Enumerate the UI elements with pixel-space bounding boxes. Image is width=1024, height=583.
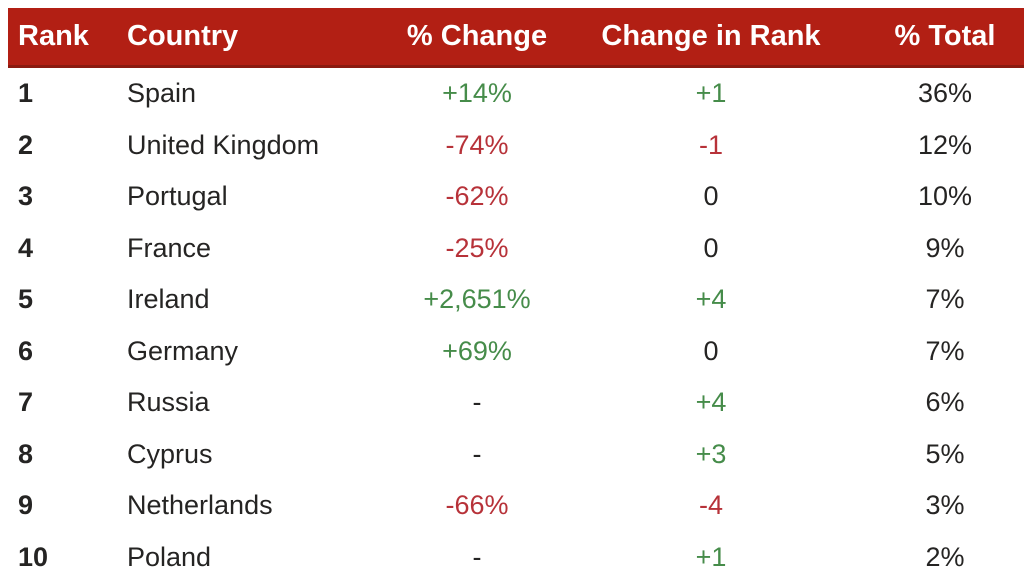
- column-header-rank: Rank: [18, 20, 89, 52]
- pct-total-cell: 6%: [925, 387, 965, 418]
- rank-change-cell: +4: [695, 284, 727, 315]
- column-header-change-in-rank: Change in Rank: [601, 20, 821, 52]
- country-cell: Ireland: [127, 284, 210, 315]
- table-row: 4 France -25% 0 9%: [8, 223, 1024, 275]
- country-cell: Russia: [127, 387, 210, 418]
- table-row: 6 Germany +69% 0 7%: [8, 326, 1024, 378]
- rank-cell: 4: [18, 232, 34, 263]
- country-ranking-table: Rank Country % Change Change in Rank % T…: [8, 8, 1024, 583]
- pct-change-cell: +69%: [442, 335, 512, 366]
- pct-change-cell: -74%: [445, 129, 509, 160]
- country-cell: United Kingdom: [127, 129, 320, 160]
- rank-cell: 7: [18, 387, 34, 418]
- pct-total-cell: 7%: [925, 335, 965, 366]
- table-row: 9 Netherlands -66% -4 3%: [8, 480, 1024, 532]
- rank-cell: 2: [18, 129, 34, 160]
- rank-change-cell: +1: [695, 541, 727, 572]
- pct-change-cell: -: [472, 438, 482, 469]
- pct-change-cell: -: [472, 541, 482, 572]
- pct-total-cell: 7%: [925, 284, 965, 315]
- table-row: 3 Portugal -62% 0 10%: [8, 171, 1024, 223]
- pct-total-cell: 3%: [925, 490, 965, 521]
- table-row: 2 United Kingdom -74% -1 12%: [8, 120, 1024, 172]
- table-row: 5 Ireland +2,651% +4 7%: [8, 274, 1024, 326]
- country-cell: Germany: [127, 335, 239, 366]
- rank-cell: 6: [18, 335, 34, 366]
- country-cell: Netherlands: [127, 490, 273, 521]
- pct-change-cell: -25%: [445, 232, 509, 263]
- pct-change-cell: +2,651%: [423, 284, 531, 315]
- rank-cell: 9: [18, 490, 34, 521]
- table-row: 7 Russia - +4 6%: [8, 377, 1024, 429]
- rank-change-cell: 0: [703, 335, 719, 366]
- pct-change-cell: -: [472, 387, 482, 418]
- rank-change-cell: -4: [698, 490, 723, 521]
- pct-total-cell: 5%: [925, 438, 965, 469]
- pct-total-cell: 36%: [917, 78, 973, 109]
- pct-change-cell: -66%: [445, 490, 509, 521]
- table-row: 8 Cyprus - +3 5%: [8, 429, 1024, 481]
- country-cell: Poland: [127, 541, 212, 572]
- rank-change-cell: +1: [695, 78, 727, 109]
- column-header-pct-change: % Change: [406, 20, 548, 52]
- rank-cell: 1: [18, 78, 34, 109]
- rank-cell: 3: [18, 181, 34, 212]
- rank-cell: 10: [18, 541, 49, 572]
- table-body: 1 Spain +14% +1 36% 2 United Kingdom -74…: [8, 68, 1024, 583]
- country-cell: Cyprus: [127, 438, 213, 469]
- rank-cell: 8: [18, 438, 34, 469]
- rank-change-cell: +4: [695, 387, 727, 418]
- pct-total-cell: 10%: [917, 181, 973, 212]
- country-cell: France: [127, 232, 212, 263]
- table-row: 10 Poland - +1 2%: [8, 532, 1024, 583]
- rank-cell: 5: [18, 284, 34, 315]
- rank-change-cell: 0: [703, 181, 719, 212]
- country-cell: Spain: [127, 78, 197, 109]
- rank-change-cell: 0: [703, 232, 719, 263]
- pct-total-cell: 2%: [925, 541, 965, 572]
- country-cell: Portugal: [127, 181, 228, 212]
- pct-change-cell: -62%: [445, 181, 509, 212]
- pct-change-cell: +14%: [442, 78, 512, 109]
- table-row: 1 Spain +14% +1 36%: [8, 68, 1024, 120]
- rank-change-cell: -1: [698, 129, 723, 160]
- column-header-country: Country: [127, 20, 239, 52]
- column-header-pct-total: % Total: [894, 20, 996, 52]
- pct-total-cell: 9%: [925, 232, 965, 263]
- pct-total-cell: 12%: [917, 129, 973, 160]
- rank-change-cell: +3: [695, 438, 727, 469]
- table-header-row: Rank Country % Change Change in Rank % T…: [8, 8, 1024, 68]
